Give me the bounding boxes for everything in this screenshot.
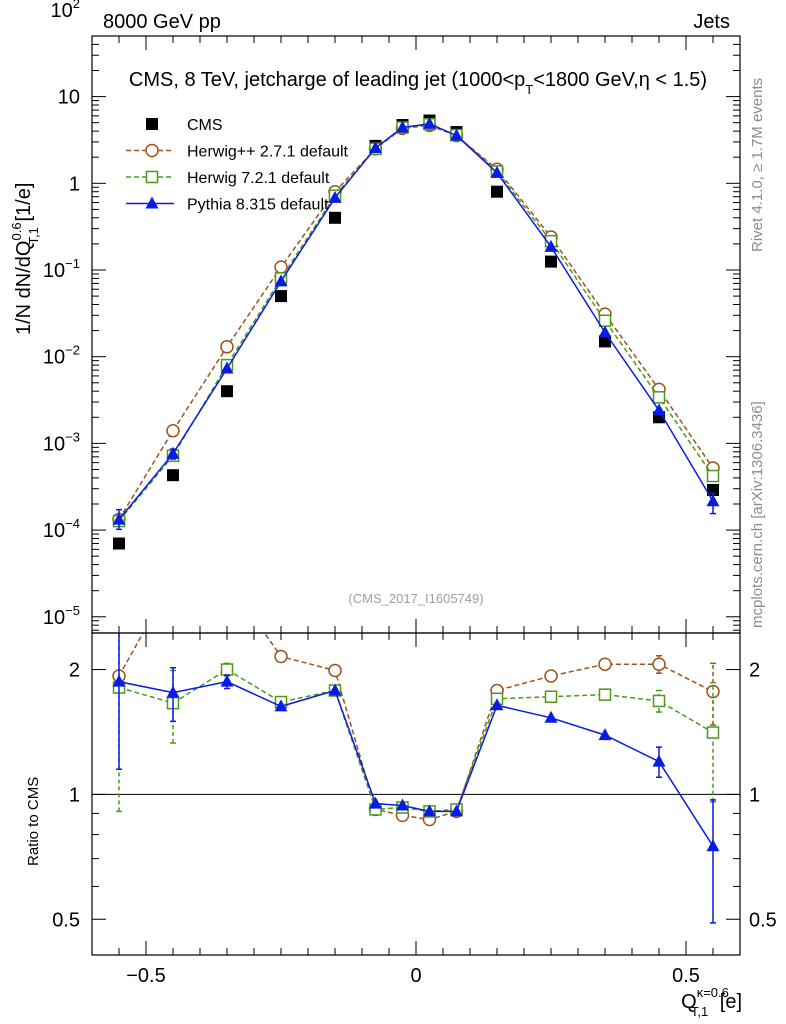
data-point-pythia-8-315-default	[544, 710, 558, 723]
data-point-herwig-2-7-1-default	[221, 573, 233, 585]
legend-marker	[145, 143, 159, 158]
legend-label: Herwig 7.2.1 default	[187, 170, 330, 187]
y-tick-label: 10−3	[43, 429, 80, 455]
data-point-pythia-8-315-default	[328, 683, 342, 696]
data-point-herwig-2-7-1-default	[544, 669, 558, 683]
data-point-pythia-8-315-default	[396, 120, 409, 133]
ratio-y-tick-label-right: 0.5	[749, 909, 777, 931]
data-point-pythia-8-315-default	[450, 804, 463, 817]
data-point-cms	[221, 385, 233, 398]
data-point-cms	[599, 335, 611, 348]
data-point-cms	[113, 537, 125, 550]
rivet-label: Rivet 4.1.0, ≥ 1.7M events	[749, 78, 766, 252]
legend-label: Pythia 8.315 default	[187, 197, 329, 214]
main-series	[112, 114, 720, 550]
data-point-pythia-8-315-default	[220, 361, 234, 374]
main-y-axis-label: 1/N dN/dQ0.6 T,1 [1/e]	[9, 183, 41, 335]
data-point-herwig-7-2-1-default	[652, 694, 666, 708]
ratio-frame	[91, 632, 741, 956]
y-tick-label: 10−1	[43, 256, 80, 282]
series-line-herwig-2-7-1-default	[118, 633, 714, 821]
legend-marker	[146, 118, 158, 130]
ratio-y-tick-label: 0.5	[52, 909, 80, 931]
data-point-pythia-8-315-default	[423, 804, 436, 817]
data-point-herwig-2-7-1-default	[167, 573, 179, 585]
data-point-pythia-8-315-default	[490, 698, 504, 711]
x-tick-label: 0.5	[672, 965, 700, 987]
analysis-id: (CMS_2017_I1605749)	[348, 591, 483, 606]
legend: CMS Herwig++ 2.7.1 default Herwig 7.2.1 de…	[126, 117, 349, 214]
data-point-pythia-8-315-default	[166, 446, 180, 459]
ratio-y-tick-label: 2	[69, 660, 80, 682]
data-point-pythia-8-315-default	[652, 403, 666, 416]
data-point-herwig-7-2-1-default	[706, 469, 720, 483]
data-point-pythia-8-315-default	[328, 190, 342, 203]
data-point-herwig-2-7-1-default	[706, 684, 720, 699]
data-point-cms	[491, 185, 503, 198]
data-point-herwig-2-7-1-default	[220, 340, 234, 354]
legend-label: CMS	[187, 117, 223, 134]
data-point-herwig-2-7-1-default	[328, 663, 342, 678]
ratio-y-tick-label-right: 1	[749, 784, 760, 806]
y-tick-label: 1	[69, 173, 80, 195]
jets-label: Jets	[693, 11, 730, 33]
series-line-pythia-8-315-default	[118, 123, 714, 521]
data-point-pythia-8-315-default	[544, 239, 558, 252]
data-point-cms	[167, 469, 179, 482]
ratio-y-tick-label-right: 2	[749, 660, 760, 682]
data-point-pythia-8-315-default	[423, 116, 436, 129]
series-line-herwig-7-2-1-default	[118, 668, 714, 813]
legend-marker	[145, 196, 159, 209]
data-point-pythia-8-315-default	[706, 494, 720, 507]
data-point-herwig-7-2-1-default	[652, 391, 666, 404]
y-tick-label: 10	[58, 87, 80, 109]
data-point-herwig-2-7-1-default	[652, 657, 666, 671]
x-tick-label: 0	[410, 965, 421, 987]
y-tick-label: 10−2	[43, 343, 80, 369]
data-point-pythia-8-315-default	[112, 674, 126, 687]
axis-ticks: −0.5 0 0.5 10−5 10−4 10−3 10−2 10−1 1 10 102 0.5 0.5…	[43, 0, 777, 987]
series-line-pythia-8-315-default	[118, 680, 714, 847]
data-point-herwig-7-2-1-default	[598, 688, 612, 701]
y-tick-label: 10−4	[43, 516, 80, 542]
data-point-herwig-7-2-1-default	[598, 314, 612, 327]
x-axis-label: Qκ=0.6 T,1 [e]	[681, 985, 742, 1019]
data-point-herwig-2-7-1-default	[166, 423, 180, 438]
mcplots-label: mcplots.cern.ch [arXiv:1306.3436]	[749, 401, 766, 628]
data-point-pythia-8-315-default	[396, 798, 409, 811]
data-point-pythia-8-315-default	[369, 796, 382, 809]
data-point-pythia-8-315-default	[652, 754, 666, 767]
data-point-pythia-8-315-default	[166, 685, 180, 698]
y-tick-label: 102	[51, 0, 80, 22]
data-point-herwig-2-7-1-default	[274, 649, 288, 664]
data-point-pythia-8-315-default	[450, 128, 463, 141]
data-point-pythia-8-315-default	[706, 839, 720, 852]
data-point-pythia-8-315-default	[112, 512, 126, 525]
data-point-pythia-8-315-default	[274, 274, 288, 287]
data-point-pythia-8-315-default	[369, 141, 382, 154]
data-point-pythia-8-315-default	[220, 674, 234, 687]
ratio-y-axis-label: Ratio to CMS	[25, 777, 42, 866]
data-point-cms	[329, 211, 341, 224]
data-point-herwig-7-2-1-default	[220, 663, 234, 676]
data-point-herwig-7-2-1-default	[706, 726, 720, 739]
data-point-pythia-8-315-default	[598, 728, 612, 741]
data-point-herwig-2-7-1-default	[598, 657, 612, 671]
data-point-pythia-8-315-default	[490, 165, 504, 178]
data-point-cms	[275, 290, 287, 303]
data-point-pythia-8-315-default	[274, 699, 288, 712]
ratio-series	[112, 573, 720, 924]
plot-title: CMS, 8 TeV, jetcharge of leading jet (10…	[129, 69, 707, 97]
data-point-pythia-8-315-default	[598, 325, 612, 338]
legend-label: Herwig++ 2.7.1 default	[187, 144, 349, 161]
beam-label: 8000 GeV pp	[103, 11, 221, 33]
ratio-y-tick-label: 1	[69, 784, 80, 806]
series-line-herwig-2-7-1-default	[118, 124, 714, 520]
y-tick-label: 10−5	[43, 603, 80, 629]
x-tick-label: −0.5	[126, 965, 165, 987]
data-point-cms	[545, 255, 557, 268]
data-point-herwig-7-2-1-default	[544, 690, 558, 703]
legend-marker	[145, 170, 159, 184]
